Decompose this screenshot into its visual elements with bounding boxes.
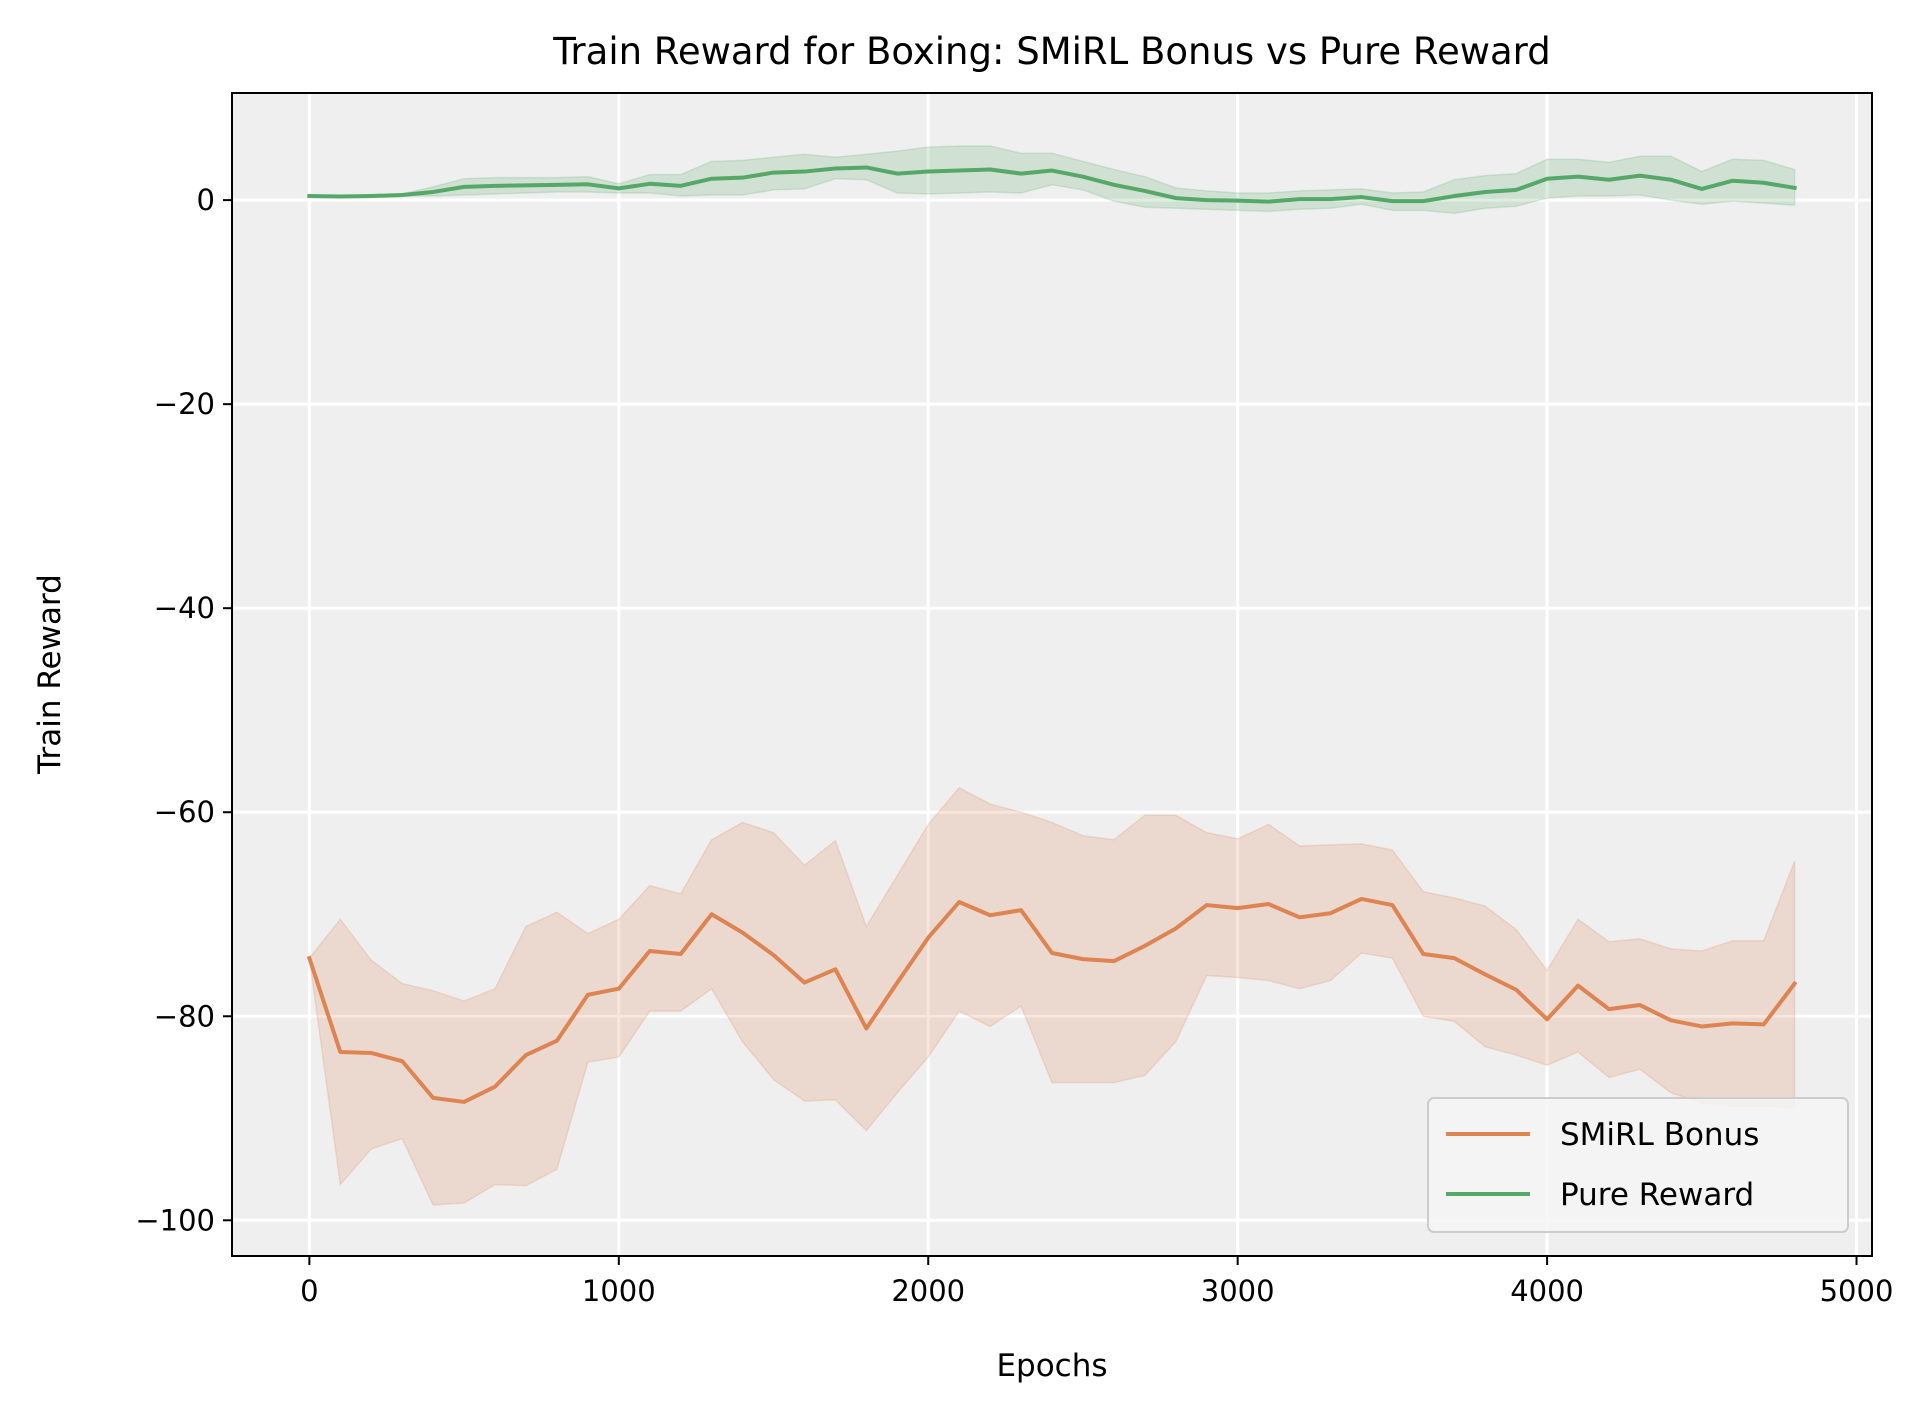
x-tick-label: 3000 (1201, 1274, 1275, 1308)
plot-frame (231, 92, 1873, 1257)
x-tick-label: 4000 (1510, 1274, 1584, 1308)
y-tick-label: −100 (135, 1203, 215, 1237)
x-tick-label: 1000 (582, 1274, 656, 1308)
y-tick-label: −60 (154, 795, 215, 829)
legend: SMiRL Bonus Pure Reward (1427, 1097, 1849, 1233)
y-tick-label: −20 (154, 387, 215, 421)
pure-reward-line (307, 165, 1797, 204)
x-axis-label: Epochs (996, 1348, 1107, 1384)
series-lines (306, 165, 1798, 1104)
gridlines (232, 93, 1872, 1256)
plot-area (232, 93, 1872, 1256)
legend-label-pure-reward: Pure Reward (1560, 1177, 1754, 1213)
x-tick-label: 2000 (891, 1274, 965, 1308)
y-axis-label: Train Reward (32, 574, 68, 775)
x-tick-label: 5000 (1820, 1274, 1894, 1308)
y-tick-label: −80 (154, 999, 215, 1033)
x-tick-label: 0 (300, 1274, 318, 1308)
smirl-bonus-line (306, 896, 1798, 1104)
legend-box (1427, 1097, 1849, 1233)
chart-title: Train Reward for Boxing: SMiRL Bonus vs … (552, 30, 1550, 73)
legend-label-smirl-bonus: SMiRL Bonus (1560, 1117, 1759, 1153)
axis-ticks: 0 1000 2000 3000 4000 5000 0 −20 −40 −60 −80 −100 (135, 183, 1893, 1308)
y-tick-label: −40 (154, 591, 215, 625)
y-tick-label: 0 (197, 183, 215, 217)
